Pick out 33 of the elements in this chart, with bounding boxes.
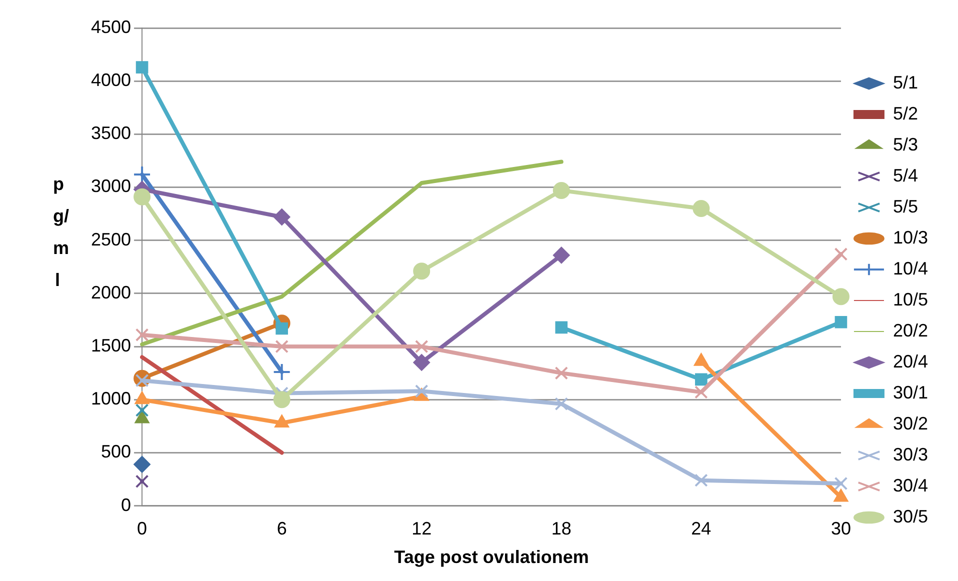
legend-label: 30/2 [892,413,928,434]
legend-label: 5/3 [892,134,918,154]
legend-label: 5/4 [892,165,918,186]
y-tick-label: 3500 [90,123,132,144]
y-tick-label: 4000 [90,70,132,90]
legend-label: 20/2 [892,320,928,340]
legend-label: 5/5 [892,196,918,216]
legend-label: 30/5 [892,506,928,526]
legend-label: 20/4 [892,351,928,372]
y-tick-label: 2500 [90,229,132,250]
legend-label: 10/4 [892,258,928,278]
y-tick-label: 4500 [90,16,132,37]
x-tick-label: 12 [412,518,432,539]
legend-label: 10/5 [892,289,928,310]
y-tick-label: 1000 [90,388,132,409]
legend-label: 30/3 [892,444,928,464]
legend-label: 10/3 [892,227,928,248]
legend-label: 30/4 [892,475,928,496]
y-tick-label: 500 [100,442,132,462]
x-axis-title: Tage post ovulationem [394,547,589,568]
legend-label: 30/1 [892,382,928,402]
y-tick-label: 3000 [90,176,132,196]
y-axis-title: pg/ml [53,173,70,292]
y-tick-label: 1500 [90,336,132,356]
x-tick-label: 0 [137,518,148,539]
y-tick-label: 0 [121,494,132,515]
y-tick-label: 2000 [90,282,132,302]
x-tick-label: 24 [691,518,712,539]
legend-label: 5/1 [892,72,918,92]
x-tick-label: 6 [276,518,287,539]
x-tick-label: 18 [551,518,572,539]
x-tick-label: 30 [830,518,851,539]
legend-label: 5/2 [892,103,918,124]
